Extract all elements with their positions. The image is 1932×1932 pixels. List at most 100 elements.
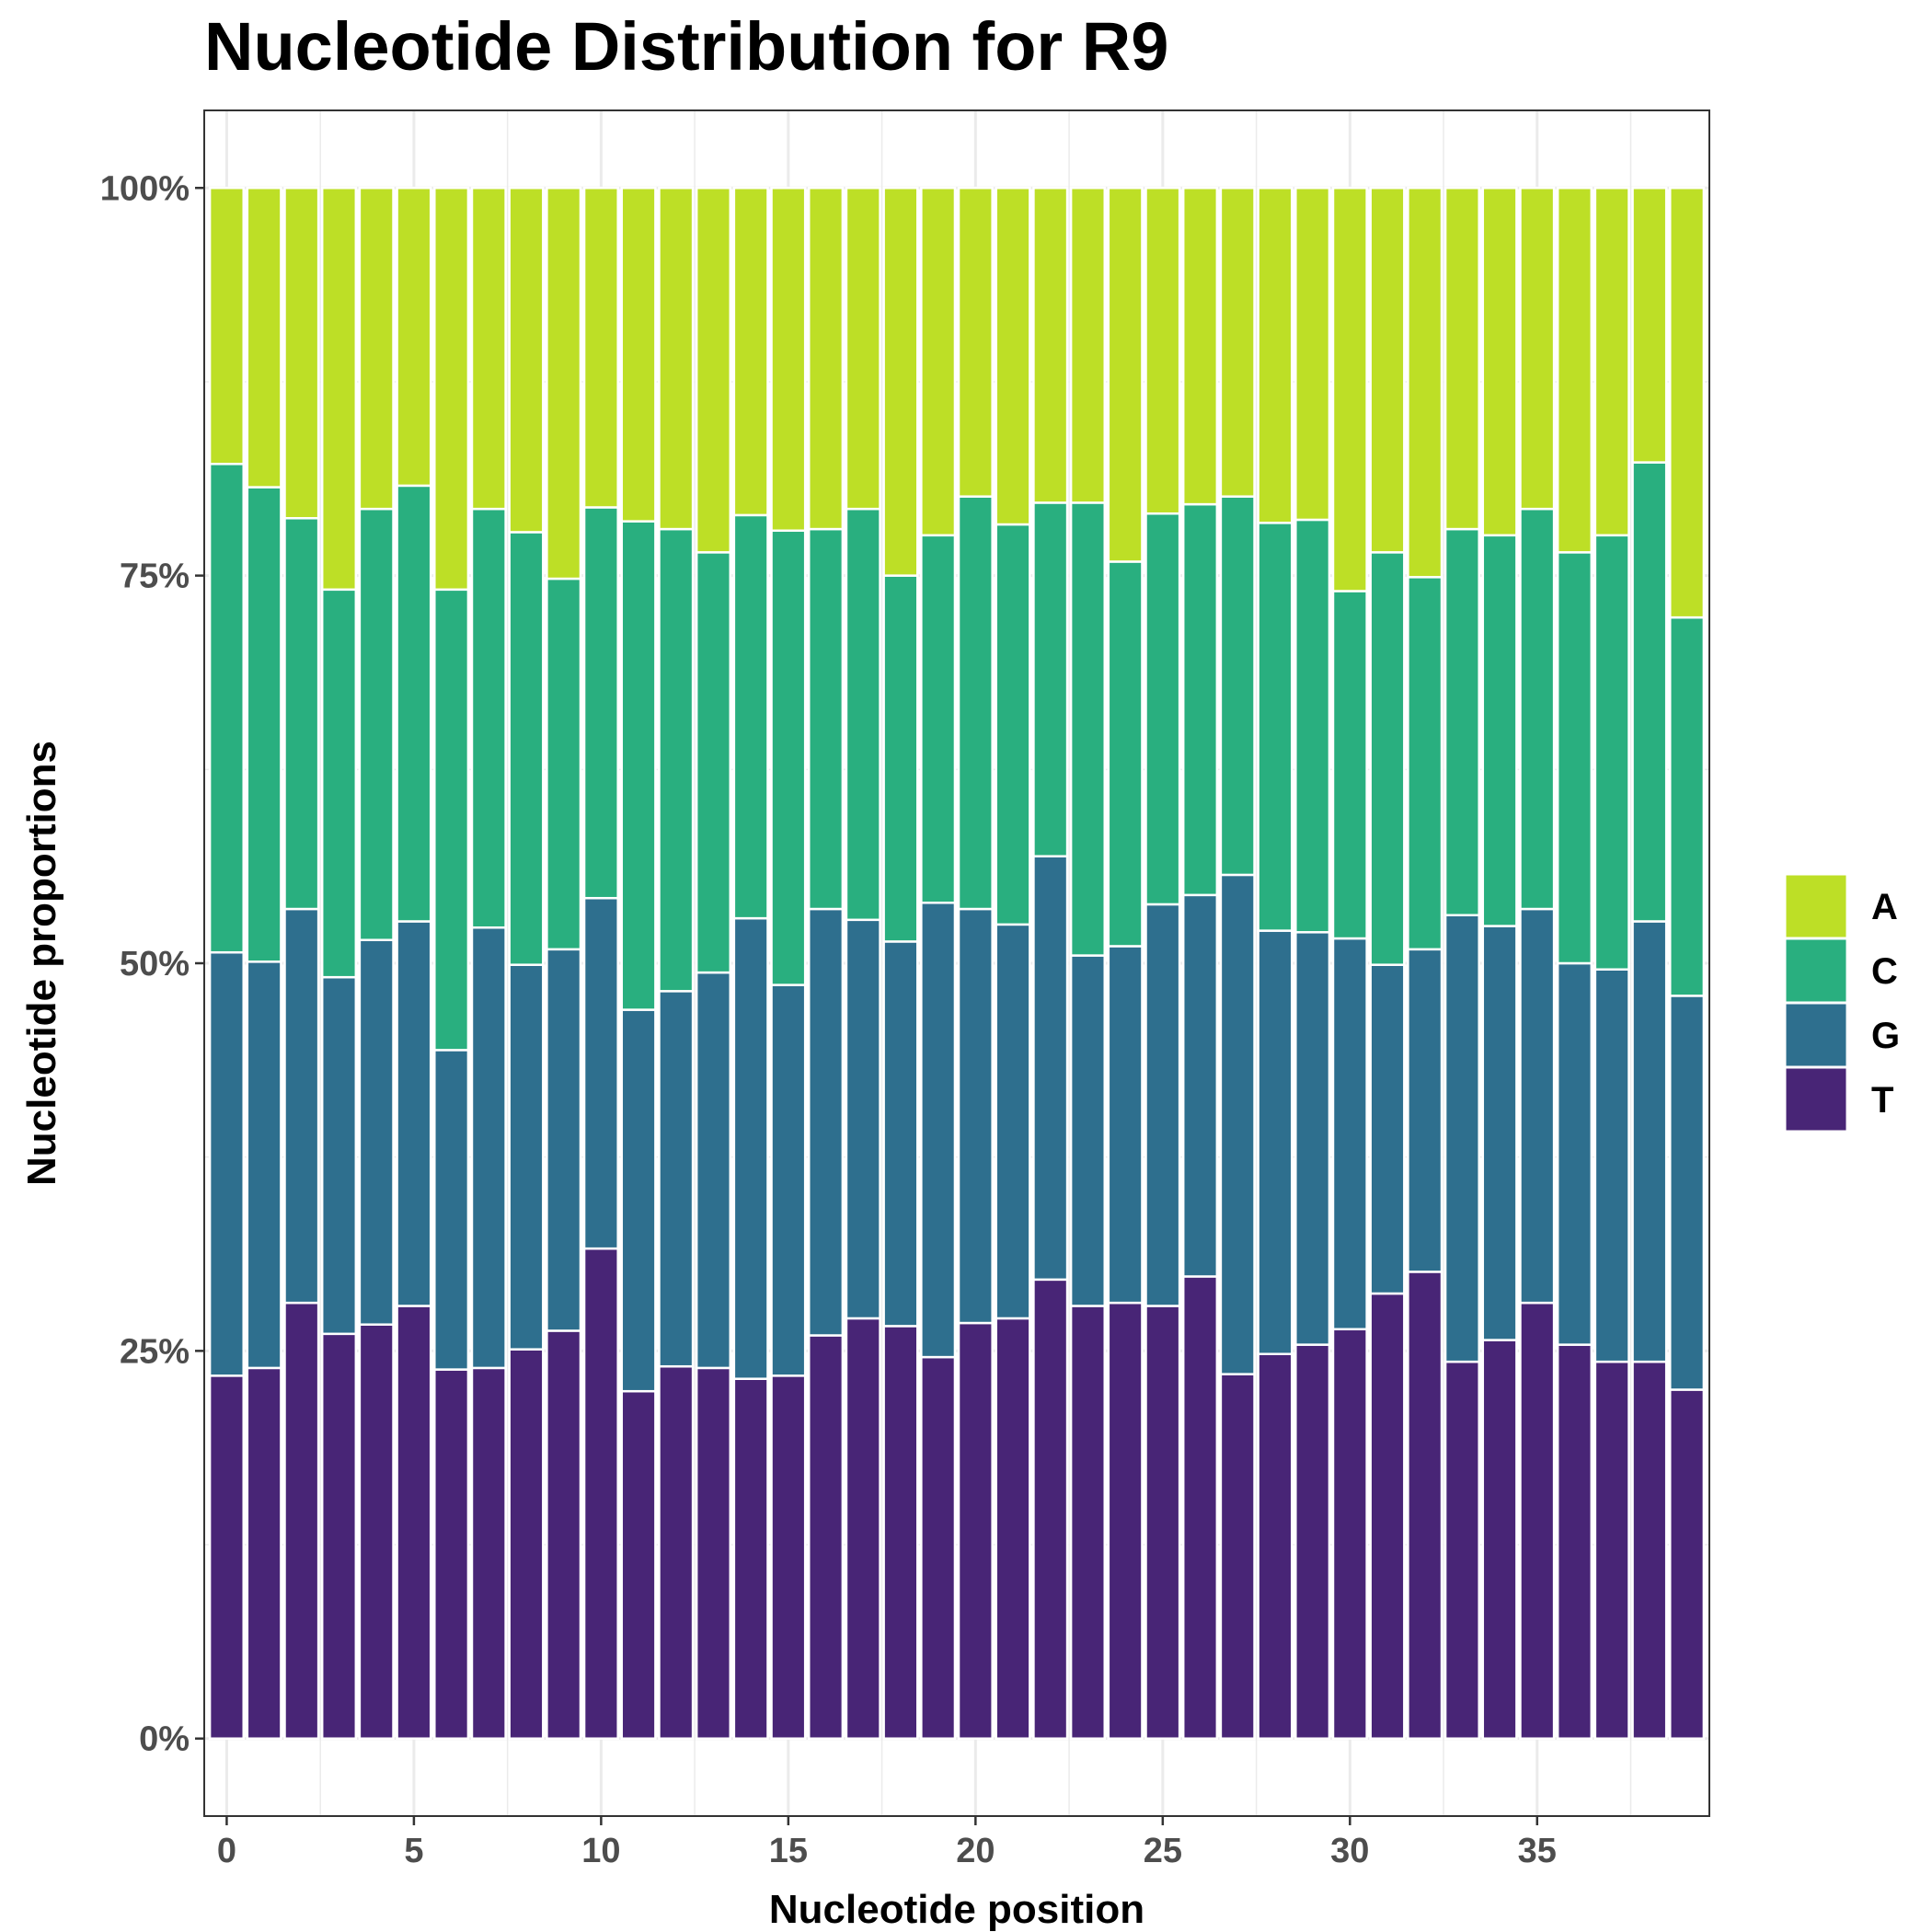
bar-G-pos-1 [246,960,282,1370]
x-tick-label-3: 15 [769,1832,808,1870]
bar-A-pos-12 [658,187,695,531]
bar-A-pos-39 [1669,187,1706,619]
bar-T-pos-17 [845,1317,881,1740]
bar-A-pos-38 [1631,187,1668,464]
bar-G-pos-21 [995,923,1031,1320]
bar-C-pos-3 [320,588,358,979]
bar-G-pos-19 [920,902,957,1359]
bar-A-pos-3 [320,187,358,592]
bar-T-pos-2 [283,1301,320,1740]
bar-A-pos-36 [1556,187,1593,554]
x-tick-label-4: 20 [956,1832,995,1870]
bar-C-pos-20 [957,495,994,911]
bar-G-pos-17 [845,918,881,1320]
bar-A-pos-10 [582,187,619,509]
bar-A-pos-0 [208,187,245,466]
bar-T-pos-20 [957,1321,994,1740]
bar-T-pos-30 [1331,1328,1368,1740]
bar-C-pos-19 [920,534,957,904]
bar-C-pos-14 [732,513,769,920]
bar-T-pos-28 [1257,1352,1294,1740]
bar-A-pos-34 [1481,187,1518,537]
bar-C-pos-22 [1032,501,1069,857]
bar-A-pos-35 [1519,187,1556,511]
bar-G-pos-6 [433,1049,470,1371]
bar-C-pos-26 [1181,502,1219,897]
bar-C-pos-12 [658,527,695,993]
bar-G-pos-13 [695,971,732,1370]
bar-C-pos-18 [882,574,919,943]
bar-C-pos-0 [208,463,245,954]
bar-G-pos-34 [1481,925,1518,1341]
x-tick-label-1: 5 [404,1832,423,1870]
bar-C-pos-34 [1481,534,1518,927]
bar-T-pos-10 [582,1247,619,1740]
bar-G-pos-8 [508,963,545,1351]
bar-G-pos-3 [320,975,358,1336]
bar-C-pos-5 [396,484,432,923]
x-tick-label-2: 10 [581,1832,620,1870]
bar-G-pos-33 [1443,914,1480,1363]
bar-A-pos-13 [695,187,732,554]
y-tick-label-1: 25% [120,1332,190,1371]
bar-C-pos-29 [1294,518,1331,934]
legend-key-T [1783,1065,1849,1133]
bar-A-pos-1 [246,187,282,489]
bar-T-pos-36 [1556,1343,1593,1740]
bar-T-pos-25 [1144,1305,1181,1740]
bar-G-pos-26 [1181,893,1219,1278]
bar-T-pos-8 [508,1348,545,1740]
x-tick-label-6: 30 [1330,1832,1369,1870]
bar-C-pos-4 [358,507,395,941]
y-tick-label-0: 0% [139,1720,190,1759]
bar-G-pos-30 [1331,937,1368,1331]
bar-T-pos-37 [1593,1360,1630,1740]
bar-A-pos-8 [508,187,545,534]
bar-A-pos-37 [1593,187,1630,537]
bar-C-pos-33 [1443,527,1480,917]
bar-G-pos-38 [1631,920,1668,1363]
bar-G-pos-12 [658,990,695,1368]
bar-A-pos-25 [1144,187,1181,515]
bar-T-pos-24 [1107,1301,1144,1740]
bar-T-pos-1 [246,1366,282,1740]
bar-C-pos-36 [1556,551,1593,965]
bar-C-pos-7 [470,507,507,929]
bar-G-pos-31 [1369,963,1406,1295]
bar-C-pos-1 [246,486,282,963]
y-tick-label-2: 50% [120,945,190,983]
bar-C-pos-2 [283,517,320,911]
bar-C-pos-17 [845,507,881,922]
bar-A-pos-31 [1369,187,1406,554]
x-axis-title: Nucleotide position [769,1887,1144,1932]
bar-G-pos-36 [1556,961,1593,1346]
bar-A-pos-17 [845,187,881,511]
bar-A-pos-32 [1407,187,1443,579]
bar-A-pos-18 [882,187,919,577]
bar-A-pos-14 [732,187,769,517]
bar-T-pos-0 [208,1374,245,1740]
bar-T-pos-22 [1032,1278,1069,1740]
bar-A-pos-2 [283,187,320,520]
bar-C-pos-31 [1369,551,1406,966]
bar-G-pos-15 [770,983,807,1377]
bar-A-pos-6 [433,187,470,592]
bar-T-pos-18 [882,1325,919,1740]
bar-G-pos-18 [882,940,919,1328]
bar-T-pos-39 [1669,1388,1706,1740]
bar-C-pos-28 [1257,522,1294,932]
bar-T-pos-6 [433,1368,470,1740]
bar-G-pos-9 [546,948,582,1332]
bar-A-pos-21 [995,187,1031,526]
bar-C-pos-23 [1069,501,1107,957]
bar-C-pos-16 [807,527,845,911]
bar-A-pos-5 [396,187,432,488]
bar-A-pos-23 [1069,187,1107,504]
bar-A-pos-11 [620,187,657,523]
legend-key-A [1783,872,1849,940]
bar-G-pos-11 [620,1008,657,1393]
y-axis-title: Nucleotide proportions [19,741,64,1186]
x-axis: 0 5 10 15 20 25 30 35 [217,1816,1557,1870]
